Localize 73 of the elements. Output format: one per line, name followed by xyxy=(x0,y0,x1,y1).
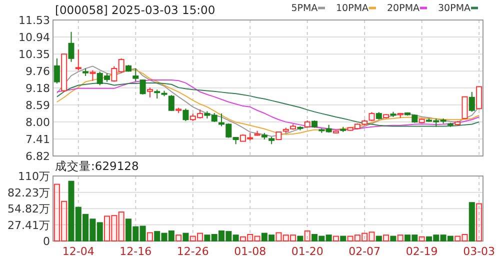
bar xyxy=(290,234,296,242)
candlestick xyxy=(462,96,468,120)
chart-title: [000058] 2025-03-03 15:00 xyxy=(55,3,216,17)
legend-label: 20PMA xyxy=(387,3,420,14)
bar xyxy=(190,236,196,242)
y-tick-label: 9.18 xyxy=(26,82,50,95)
bar xyxy=(61,200,68,242)
bar xyxy=(254,236,260,242)
bar xyxy=(240,236,246,242)
x-tick-label: 01-08 xyxy=(234,245,266,258)
x-tick-label: 12-16 xyxy=(120,245,152,258)
bar xyxy=(340,236,346,242)
candlestick xyxy=(168,94,174,112)
legend-label: 5PMA xyxy=(291,3,318,14)
candlestick xyxy=(476,86,482,110)
candlestick xyxy=(68,31,74,62)
bar xyxy=(354,234,360,242)
bar xyxy=(454,236,461,242)
bar xyxy=(476,203,482,242)
bar xyxy=(282,234,289,242)
bar xyxy=(247,234,254,242)
y-tick-label: 10.35 xyxy=(18,48,50,62)
bar xyxy=(347,236,354,242)
candlestick xyxy=(75,48,82,71)
y-tick-label: 10.94 xyxy=(18,31,50,44)
candlestick xyxy=(54,58,60,84)
bar xyxy=(176,234,182,242)
bar xyxy=(362,232,368,242)
y-tick-label: 11.53 xyxy=(18,14,50,27)
bar xyxy=(146,232,153,242)
candlestick xyxy=(146,87,153,98)
bar xyxy=(304,230,310,242)
bar xyxy=(468,202,475,242)
y-tick-label: 7.41 xyxy=(26,132,50,146)
y-tick-label: 110万 xyxy=(18,170,50,183)
x-tick-label: 01-20 xyxy=(291,245,324,258)
legend-label: 30PMA xyxy=(438,3,472,14)
y-tick-label: 27.41万 xyxy=(8,218,50,232)
candlestick xyxy=(140,78,146,95)
x-tick-label: 02-19 xyxy=(406,245,438,258)
x-tick-label: 12-26 xyxy=(176,245,209,258)
bar xyxy=(182,232,189,242)
candlestick xyxy=(182,108,189,122)
x-tick-label: 02-07 xyxy=(348,245,381,258)
candlestick xyxy=(132,68,139,82)
y-tick-label: 54.82万 xyxy=(8,202,50,216)
y-tick-label: 8.59 xyxy=(26,98,50,112)
legend-label: 10PMA xyxy=(336,3,370,14)
y-tick-label: 0 xyxy=(43,235,50,248)
bar xyxy=(368,232,375,242)
bar xyxy=(197,232,204,242)
chart-title: 成交量:629128 xyxy=(55,159,139,173)
bar xyxy=(462,234,468,242)
candlestick xyxy=(90,70,96,82)
bar xyxy=(276,232,282,242)
bar xyxy=(54,184,60,242)
bar xyxy=(118,212,124,242)
bar xyxy=(297,236,304,242)
bar xyxy=(376,236,382,242)
bar xyxy=(397,234,404,242)
bar xyxy=(383,234,390,242)
bar xyxy=(418,236,425,242)
x-tick-label: 12-04 xyxy=(62,245,94,258)
y-tick-label: 6.82 xyxy=(26,150,50,163)
y-tick-label: 9.76 xyxy=(26,65,50,78)
bar xyxy=(390,236,396,242)
bar xyxy=(111,215,118,242)
bar xyxy=(104,216,110,242)
bar xyxy=(332,236,339,242)
y-tick-label: 82.23万 xyxy=(8,186,50,200)
x-tick-label: 03-03 xyxy=(463,245,496,258)
candlestick xyxy=(468,91,475,112)
y-tick-label: 8.00 xyxy=(26,116,50,129)
